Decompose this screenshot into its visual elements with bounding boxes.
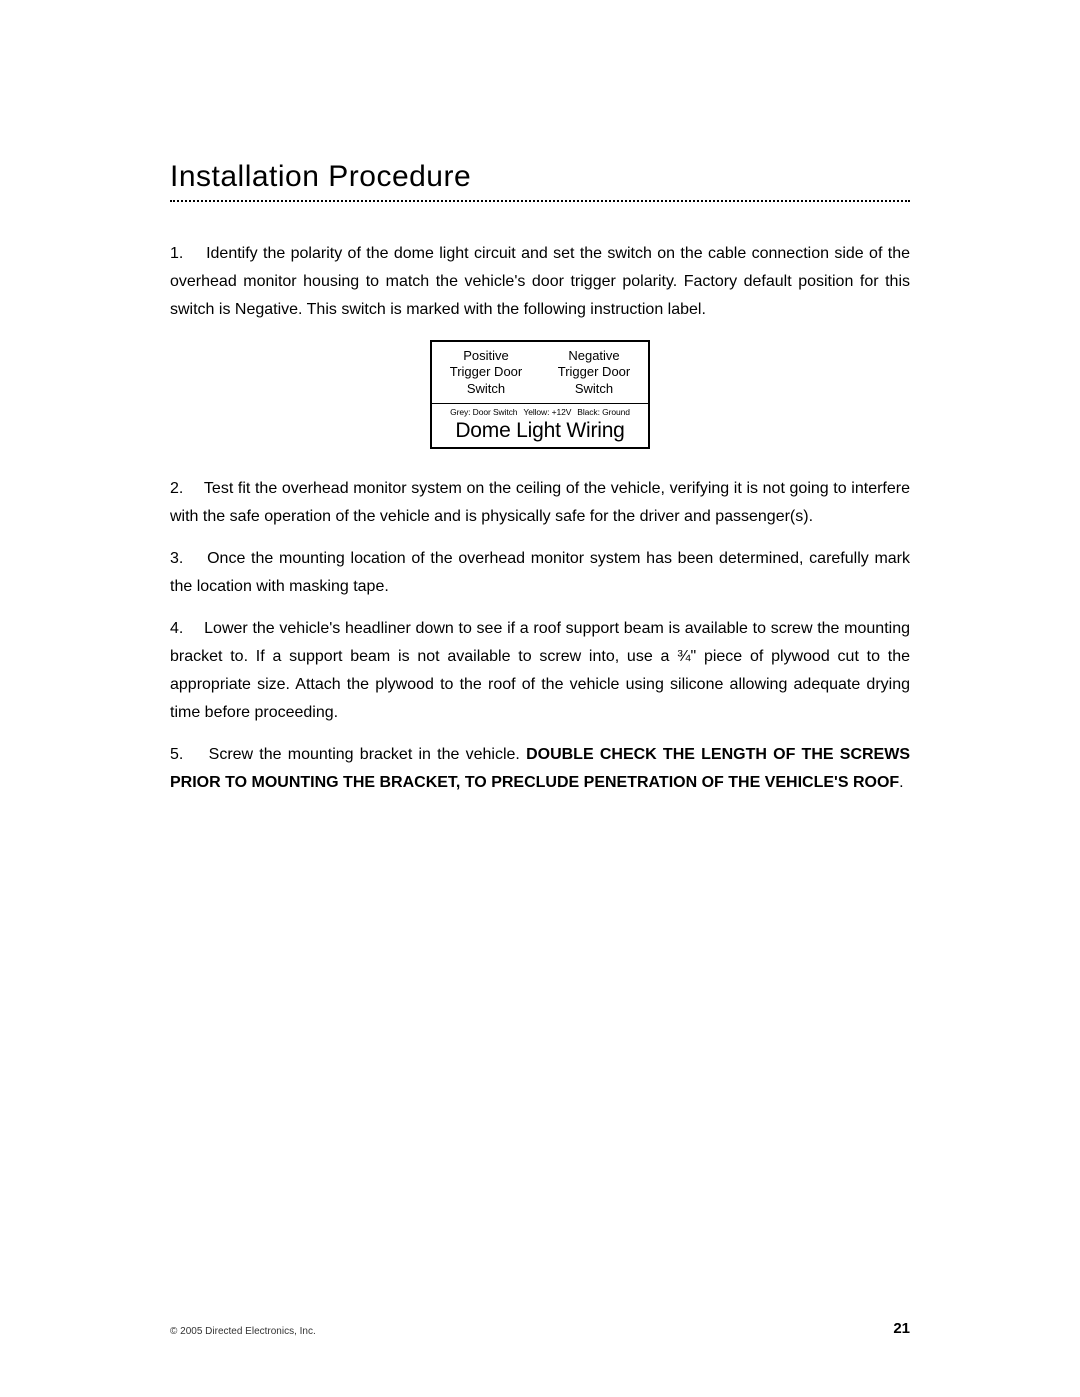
paragraph-3: 3. Once the mounting location of the ove… xyxy=(170,545,910,601)
label-line: Negative xyxy=(568,348,619,363)
paragraph-1: 1. Identify the polarity of the dome lig… xyxy=(170,240,910,324)
label-box: Positive Trigger Door Switch Negative Tr… xyxy=(430,340,650,449)
paragraph-4: 4. Lower the vehicle's headliner down to… xyxy=(170,615,910,727)
list-number: 4. xyxy=(170,615,190,643)
label-line: Trigger Door xyxy=(450,364,522,379)
paragraph-text: Screw the mounting bracket in the vehicl… xyxy=(209,746,526,763)
label-line: Trigger Door xyxy=(558,364,630,379)
page-footer: © 2005 Directed Electronics, Inc. 21 xyxy=(170,1320,910,1337)
label-line: Positive xyxy=(463,348,509,363)
label-grey: Grey: Door Switch xyxy=(450,407,517,417)
paragraph-text: . xyxy=(899,774,903,791)
list-number: 5. xyxy=(170,741,190,769)
paragraph-5: 5. Screw the mounting bracket in the veh… xyxy=(170,741,910,797)
instruction-label-diagram: Positive Trigger Door Switch Negative Tr… xyxy=(170,340,910,449)
copyright-text: © 2005 Directed Electronics, Inc. xyxy=(170,1326,316,1337)
list-number: 1. xyxy=(170,240,190,268)
page-number: 21 xyxy=(893,1320,910,1337)
label-black: Black: Ground xyxy=(577,407,630,417)
page-title: Installation Procedure xyxy=(170,160,910,202)
paragraph-text: Identify the polarity of the dome light … xyxy=(170,245,910,318)
label-yellow: Yellow: +12V xyxy=(523,407,571,417)
label-line: Switch xyxy=(575,381,613,396)
label-negative-column: Negative Trigger Door Switch xyxy=(540,342,648,403)
label-top-row: Positive Trigger Door Switch Negative Tr… xyxy=(432,342,648,404)
paragraph-text: Lower the vehicle's headliner down to se… xyxy=(170,620,910,721)
label-wire-colors: Grey: Door Switch Yellow: +12V Black: Gr… xyxy=(432,404,648,419)
label-positive-column: Positive Trigger Door Switch xyxy=(432,342,540,403)
list-number: 2. xyxy=(170,475,190,503)
paragraph-text: Once the mounting location of the overhe… xyxy=(170,550,910,595)
label-title: Dome Light Wiring xyxy=(432,419,648,447)
paragraph-text: Test fit the overhead monitor system on … xyxy=(170,480,910,525)
list-number: 3. xyxy=(170,545,190,573)
label-line: Switch xyxy=(467,381,505,396)
paragraph-2: 2. Test fit the overhead monitor system … xyxy=(170,475,910,531)
